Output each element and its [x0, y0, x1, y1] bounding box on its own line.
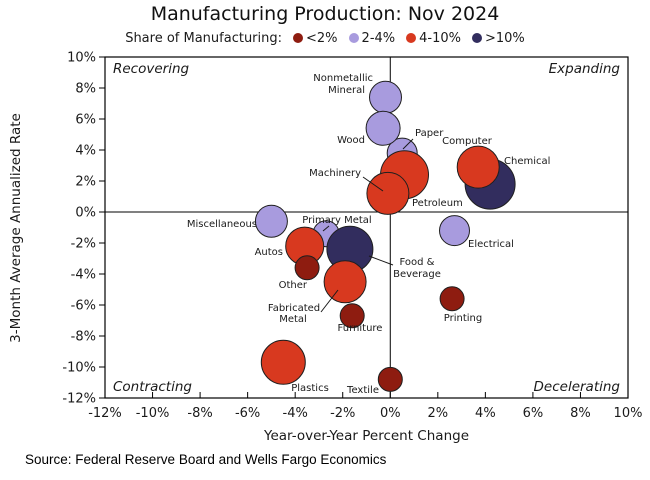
- x-tick-label-10: -10%: [136, 406, 170, 421]
- legend-item-10: >10%: [472, 31, 525, 46]
- bubble-label-wood: Wood: [337, 135, 365, 146]
- bubble-furniture: [339, 303, 365, 329]
- legend-label: 4-10%: [419, 30, 461, 46]
- bubble-wood: [365, 110, 401, 146]
- bubble-label-paper: Paper: [415, 128, 444, 139]
- quadrant-label-bottom-right: Decelerating: [534, 379, 621, 395]
- bubble-label-food-beverage: Beverage: [393, 269, 441, 280]
- bubble-label-fabricated-metal: Fabricated: [268, 303, 320, 314]
- leader-line-paper: [402, 138, 414, 150]
- bubble-label-miscellaneous: Miscellaneous: [187, 219, 257, 230]
- source-text: Source: Federal Reserve Board and Wells …: [25, 452, 387, 467]
- x-axis-title: Year-over-Year Percent Change: [263, 428, 469, 444]
- leader-line-food-beverage: [368, 255, 394, 266]
- bubble-label-computer: Computer: [442, 136, 493, 147]
- bubble-label-machinery: Machinery: [309, 168, 361, 179]
- legend-label: <2%: [306, 30, 338, 46]
- bubble-electrical: [439, 215, 470, 247]
- bubble-label-nonmetallic-mineral: Nonmetallic: [313, 73, 373, 84]
- x-tick-label-6: 6%: [523, 406, 544, 421]
- y-tick-label-2: -2%: [71, 237, 96, 252]
- bubble-label-nonmetallic-mineral: Mineral: [328, 85, 365, 96]
- bubble-label-petroleum: Petroleum: [412, 198, 463, 209]
- y-tick-label-2: 2%: [75, 175, 96, 190]
- y-tick-label-10: 10%: [67, 51, 96, 66]
- legend-item-4-10: 4-10%: [406, 31, 461, 46]
- bubble-label-fabricated-metal: Metal: [279, 314, 307, 325]
- bubble-label-chemical: Chemical: [504, 156, 550, 167]
- y-tick-label-8: 8%: [75, 82, 96, 97]
- bubble-label-furniture: Furniture: [338, 323, 383, 334]
- legend-label: 2-4%: [361, 30, 396, 46]
- legend-dot-icon: [406, 33, 417, 43]
- legend-item-2: <2%: [293, 31, 338, 46]
- bubble-label-textile: Textile: [346, 385, 379, 396]
- bubble-label-plastics: Plastics: [291, 383, 329, 394]
- bubble-miscellaneous: [254, 204, 288, 238]
- bubble-nonmetallic-mineral: [369, 80, 402, 114]
- x-tick-label-4: -4%: [283, 406, 308, 421]
- bubble-label-other: Other: [279, 280, 308, 291]
- y-tick-label-6: -6%: [71, 299, 96, 314]
- leader-line-machinery: [362, 176, 384, 192]
- legend-title: Share of Manufacturing:: [125, 30, 283, 46]
- y-tick-label-10: -10%: [62, 361, 96, 376]
- bubble-textile: [377, 366, 403, 392]
- y-axis-title: 3-Month Average Annualized Rate: [8, 113, 24, 343]
- x-tick-label-8: 8%: [570, 406, 591, 421]
- bubble-plastics: [260, 339, 306, 385]
- leader-line-fabricated-metal: [320, 289, 339, 313]
- bubble-label-primary-metal: Primary Metal: [302, 215, 371, 226]
- legend-dot-icon: [348, 33, 359, 43]
- quadrant-label-top-left: Recovering: [113, 61, 190, 77]
- bubble-label-electrical: Electrical: [468, 239, 514, 250]
- x-tick-label-12: -12%: [88, 406, 122, 421]
- quadrant-label-bottom-left: Contracting: [113, 379, 192, 395]
- bubble-label-food-beverage: Food &: [400, 257, 435, 268]
- bubble-fabricated-metal: [323, 260, 367, 304]
- y-tick-label-4: 4%: [75, 144, 96, 159]
- bubble-machinery: [366, 171, 410, 215]
- y-tick-label-6: 6%: [75, 113, 96, 128]
- legend-dot-icon: [293, 33, 304, 43]
- x-tick-label-8: -8%: [187, 406, 212, 421]
- leader-line-primary-metal: [322, 225, 330, 232]
- x-tick-label-6: -6%: [235, 406, 260, 421]
- chart-title: Manufacturing Production: Nov 2024: [150, 3, 500, 25]
- x-tick-label-2: 2%: [428, 406, 449, 421]
- y-tick-label-8: -8%: [71, 330, 96, 345]
- bubble-label-autos: Autos: [255, 247, 283, 258]
- legend-items: <2% 2-4% 4-10% >10%: [293, 31, 525, 46]
- plot-border: [104, 56, 629, 399]
- y-tick-label-4: -4%: [71, 268, 96, 283]
- bubble-label-printing: Printing: [444, 313, 482, 324]
- legend-dot-icon: [472, 33, 482, 43]
- x-tick-label-4: 4%: [475, 406, 496, 421]
- chart-legend: Share of Manufacturing: <2% 2-4% 4-10% >10%: [0, 29, 650, 47]
- y-tick-label-12: -12%: [62, 392, 96, 407]
- legend-label: >10%: [485, 30, 525, 46]
- legend-item-2-4: 2-4%: [348, 30, 396, 46]
- x-tick-label-10: 10%: [614, 406, 643, 421]
- bubble-other: [294, 255, 320, 281]
- bubble-printing: [439, 286, 465, 312]
- bubble-computer: [456, 145, 500, 189]
- x-tick-label-0: 0%: [380, 406, 401, 421]
- quadrant-label-top-right: Expanding: [549, 61, 621, 77]
- y-tick-label-0: 0%: [75, 206, 96, 221]
- x-tick-label-2: -2%: [330, 406, 355, 421]
